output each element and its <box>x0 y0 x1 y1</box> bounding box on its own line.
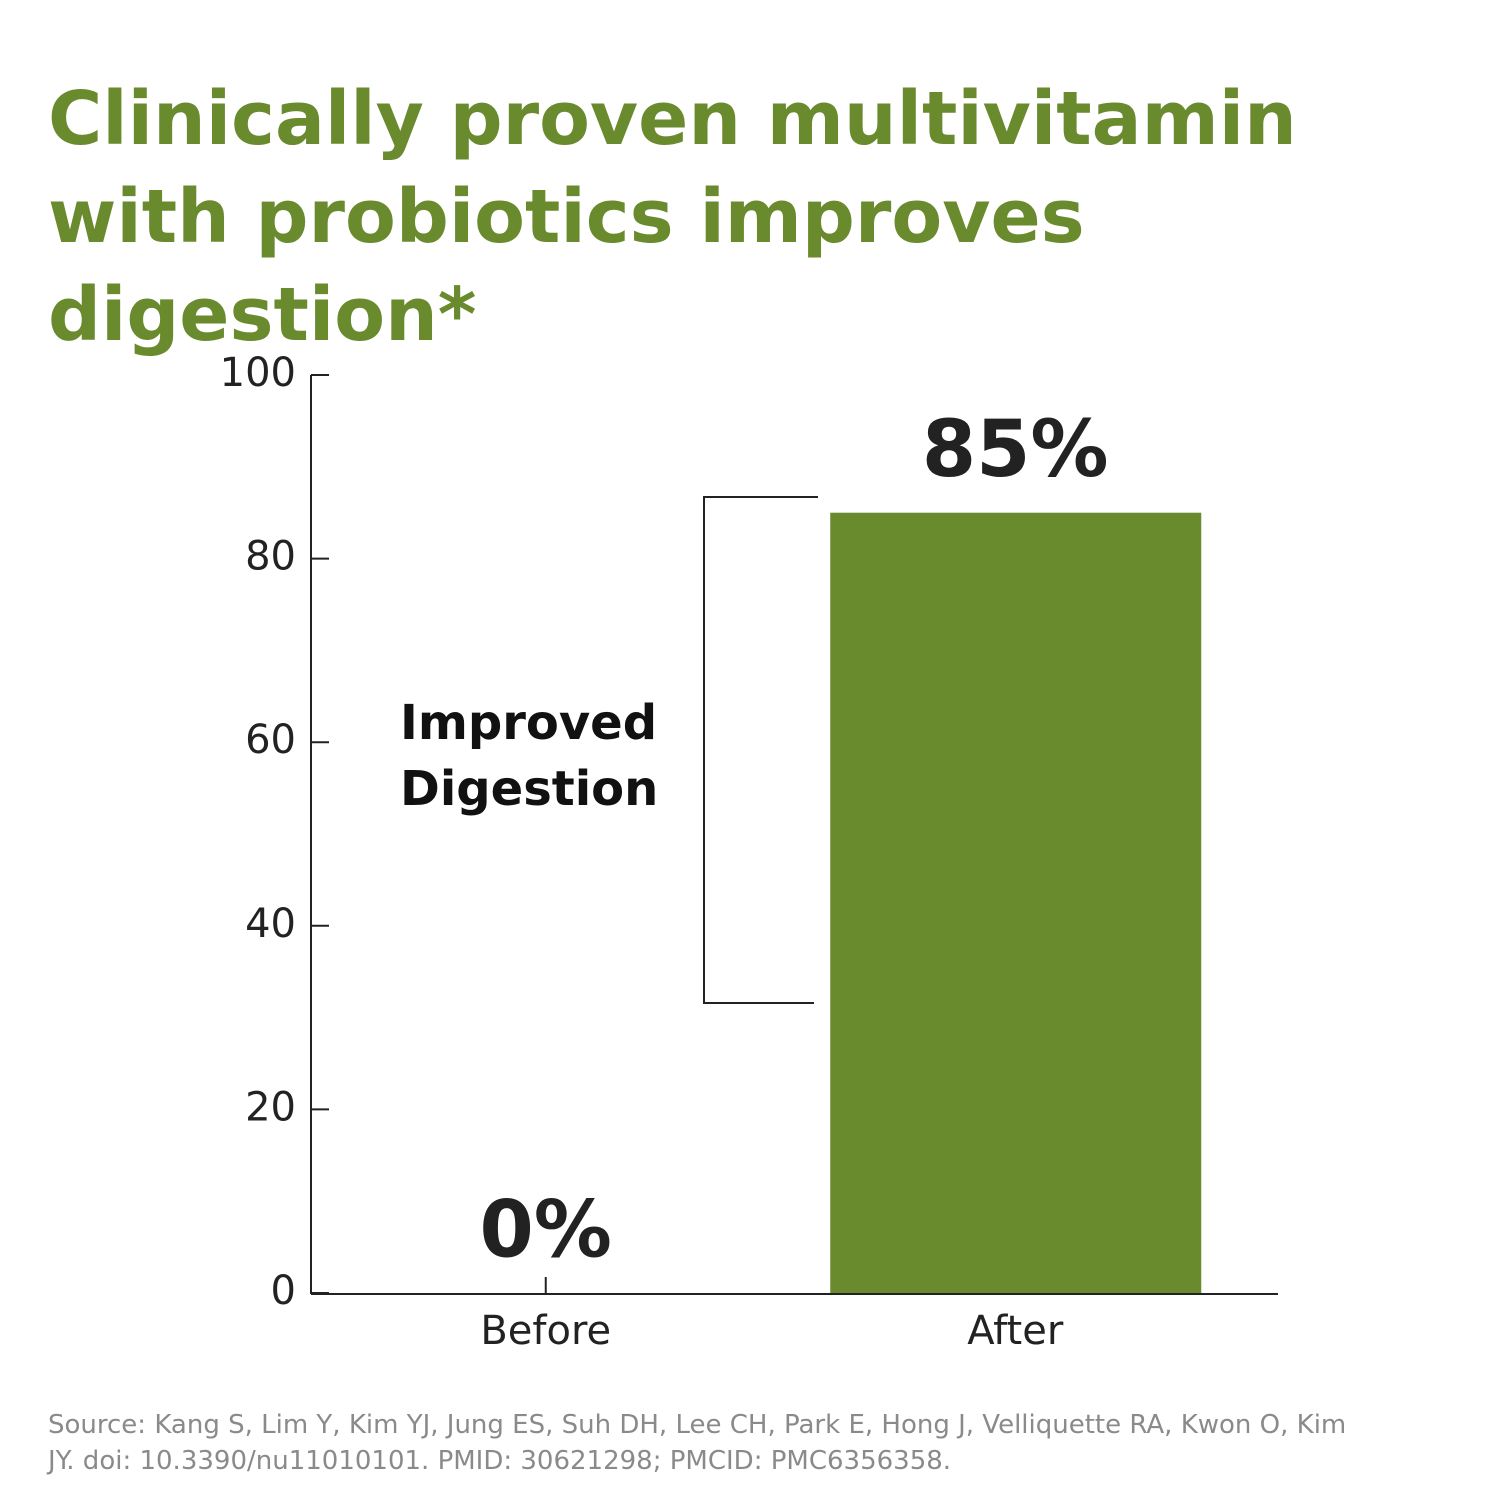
x-tick-label: Before <box>480 1308 611 1354</box>
bracket <box>703 496 818 1004</box>
annotation: Improved Digestion <box>400 695 659 817</box>
y-tick-label: 0 <box>271 1268 296 1314</box>
source-note: Source: Kang S, Lim Y, Kim YJ, Jung ES, … <box>48 1410 1347 1476</box>
value-label: 85% <box>922 405 1109 495</box>
y-tick-label: 20 <box>245 1084 296 1130</box>
chart-title: Clinically proven multivitamin with prob… <box>48 76 1297 358</box>
y-tick-label: 40 <box>245 901 296 947</box>
y-tick-label: 80 <box>245 534 296 580</box>
value-label: 0% <box>480 1185 612 1275</box>
y-tick-label: 60 <box>245 717 296 763</box>
x-tick-label: After <box>967 1308 1064 1354</box>
bar <box>830 512 1202 1293</box>
y-tick-label: 100 <box>220 350 296 396</box>
